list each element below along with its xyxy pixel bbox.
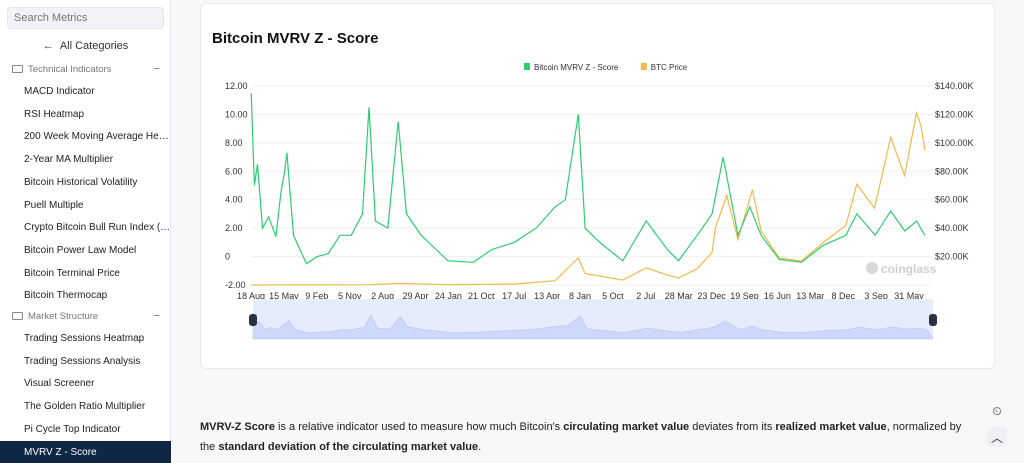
x-tick: 19 Sep bbox=[730, 291, 759, 301]
y-left-tick: 6.00 bbox=[225, 166, 243, 176]
sidebar-item[interactable]: Trading Sessions Heatmap bbox=[24, 333, 145, 344]
all-categories-link[interactable]: ← All Categories bbox=[42, 40, 129, 52]
y-right-tick: $40.00K bbox=[935, 223, 969, 233]
folder-icon bbox=[12, 65, 23, 73]
navigator-handle-left[interactable] bbox=[249, 314, 257, 326]
x-tick: 21 Oct bbox=[468, 291, 495, 301]
legend-swatch bbox=[524, 63, 530, 70]
series-line bbox=[250, 93, 926, 265]
x-tick: 31 May bbox=[894, 291, 924, 301]
coinglass-logo-icon bbox=[866, 262, 878, 274]
mvrv-chart[interactable]: 12.00 10.00 8.00 6.00 4.00 2.00 0 -2.00 $140.00K… bbox=[201, 4, 996, 370]
navigator-series bbox=[252, 313, 934, 340]
y-left-tick: 0 bbox=[225, 252, 230, 262]
navigator-handle-right[interactable] bbox=[929, 314, 937, 326]
y-right-tick: $20.00K bbox=[935, 252, 969, 262]
y-left-tick: 12.00 bbox=[225, 81, 248, 91]
x-tick: 2 Aug bbox=[371, 291, 394, 301]
collapse-icon[interactable]: − bbox=[153, 310, 160, 322]
chart-title: Bitcoin MVRV Z - Score bbox=[212, 30, 379, 47]
sidebar-item[interactable]: Trading Sessions Analysis bbox=[24, 355, 141, 367]
scroll-top-button[interactable]: ︿ bbox=[987, 427, 1007, 447]
x-tick: 5 Nov bbox=[338, 291, 362, 301]
collapse-icon[interactable]: − bbox=[153, 63, 160, 75]
legend-label: Bitcoin MVRV Z - Score bbox=[534, 63, 619, 72]
y-left-tick: 10.00 bbox=[225, 109, 248, 119]
y-right-tick: $140.00K bbox=[935, 81, 974, 91]
sidebar-item[interactable]: Crypto Bitcoin Bull Run Index (CBBI) bbox=[24, 222, 171, 234]
sidebar-item[interactable]: MVRV Z - Score bbox=[0, 440, 171, 463]
y-right-tick: $100.00K bbox=[935, 138, 974, 148]
search-input[interactable] bbox=[7, 7, 164, 29]
y-left-tick: 2.00 bbox=[225, 223, 243, 233]
x-tick: 2 Jul bbox=[636, 291, 655, 301]
series-line bbox=[251, 110, 926, 286]
folder-icon bbox=[12, 312, 23, 320]
sidebar-item[interactable]: Visual Screener bbox=[24, 378, 95, 390]
x-tick: 24 Jan bbox=[435, 291, 462, 301]
y-left-tick: 8.00 bbox=[225, 138, 243, 148]
x-tick: 17 Jul bbox=[502, 291, 526, 301]
legend-swatch bbox=[640, 63, 647, 70]
y-left-tick: 4.00 bbox=[225, 195, 243, 205]
sidebar-item[interactable]: Bitcoin Historical Volatility bbox=[24, 176, 138, 188]
watermark: coinglass bbox=[881, 262, 937, 276]
sidebar-item[interactable]: 2-Year MA Multiplier bbox=[24, 154, 114, 166]
sidebar-item[interactable]: Bitcoin Power Law Model bbox=[24, 244, 137, 256]
x-tick: 29 Apr bbox=[402, 291, 428, 301]
sidebar-item[interactable]: RSI Heatmap bbox=[24, 108, 85, 120]
x-tick: 5 Oct bbox=[602, 291, 624, 301]
clock-icon[interactable]: ⏲ bbox=[992, 403, 1002, 418]
x-tick: 16 Jun bbox=[764, 291, 791, 301]
sidebar-item[interactable]: The Golden Ratio Multiplier bbox=[24, 401, 146, 413]
chevron-up-icon: ︿ bbox=[990, 430, 1003, 445]
x-tick: 15 May bbox=[269, 291, 299, 301]
sidebar-item[interactable]: Bitcoin Thermocap bbox=[24, 290, 108, 302]
y-right-tick: $60.00K bbox=[935, 195, 969, 205]
description: MVRV-Z Score is a relative indicator use… bbox=[200, 421, 962, 453]
x-tick: 9 Feb bbox=[305, 291, 328, 301]
x-tick: 23 Dec bbox=[697, 291, 726, 301]
sidebar-item[interactable]: Puell Multiple bbox=[24, 199, 84, 211]
legend-label: BTC Price bbox=[651, 63, 688, 72]
x-tick: 8 Jan bbox=[569, 291, 591, 301]
sidebar: ← All Categories Technical Indicators− MA… bbox=[0, 0, 171, 463]
sidebar-item[interactable]: Bitcoin Terminal Price bbox=[24, 267, 120, 279]
y-right-tick: $120.00K bbox=[935, 109, 974, 119]
x-tick: 18 Aug bbox=[237, 291, 265, 301]
arrow-left-icon: ← bbox=[42, 40, 54, 52]
sidebar-item[interactable]: MACD Indicator bbox=[24, 86, 95, 97]
x-tick: 28 Mar bbox=[665, 291, 693, 301]
chart-card: Bitcoin MVRV Z - Score 12.00 10.00 8.00 6.0… bbox=[200, 3, 995, 369]
group-0[interactable]: Technical Indicators − bbox=[12, 63, 160, 75]
x-tick: 8 Dec bbox=[831, 291, 855, 301]
x-tick: 13 Apr bbox=[534, 291, 560, 301]
sidebar-item[interactable]: Pi Cycle Top Indicator bbox=[24, 423, 121, 435]
y-right-tick: $80.00K bbox=[935, 166, 969, 176]
x-tick: 3 Sep bbox=[864, 291, 888, 301]
group-1[interactable]: Market Structure − bbox=[12, 310, 160, 322]
sidebar-item[interactable]: 200 Week Moving Average Heatmap bbox=[24, 131, 171, 143]
x-tick: 13 Mar bbox=[796, 291, 824, 301]
y-left-tick: -2.00 bbox=[225, 280, 246, 290]
